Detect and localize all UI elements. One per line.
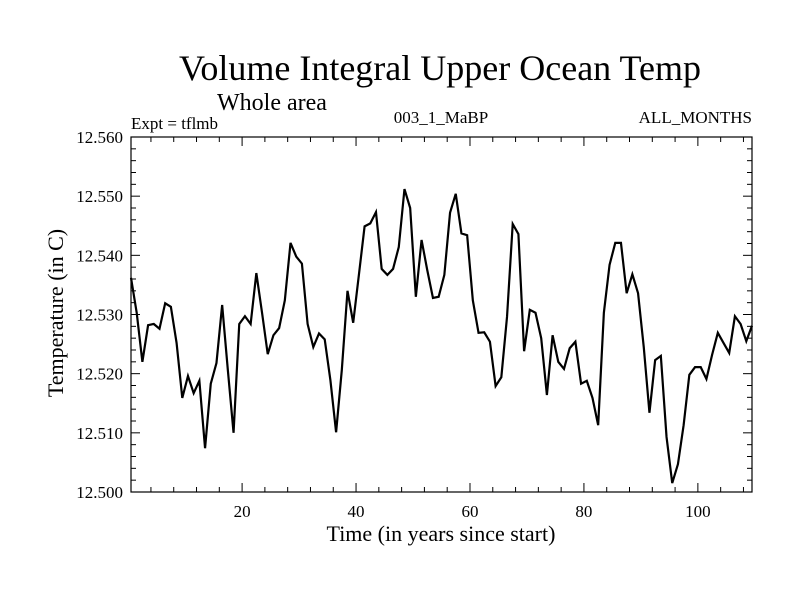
y-tick-label: 12.560: [76, 128, 123, 147]
axis-ticks: [131, 136, 752, 493]
chart-title: Volume Integral Upper Ocean Temp: [179, 48, 701, 88]
y-tick-label: 12.510: [76, 424, 123, 443]
x-tick-label: 20: [234, 502, 251, 521]
run-id-annotation: 003_1_MaBP: [394, 108, 488, 127]
y-axis-label: Temperature (in C): [43, 229, 68, 397]
x-tick-label: 80: [575, 502, 592, 521]
plot-frame: [130, 136, 753, 493]
x-tick-label: 100: [685, 502, 711, 521]
chart-subtitle: Whole area: [217, 90, 327, 116]
x-tick-labels: 20 40 60 80 100: [234, 502, 711, 521]
y-tick-labels: 12.500 12.510 12.520 12.530 12.540 12.550 12.5…: [76, 128, 123, 502]
y-tick-label: 12.540: [76, 246, 123, 265]
y-tick-label: 12.550: [76, 187, 123, 206]
series-line: [129, 188, 754, 484]
months-annotation: ALL_MONTHS: [639, 108, 752, 127]
x-axis-label: Time (in years since start): [327, 521, 556, 546]
y-tick-label: 12.500: [76, 483, 123, 502]
expt-annotation: Expt = tflmb: [131, 114, 218, 133]
y-tick-label: 12.530: [76, 306, 123, 325]
y-tick-label: 12.520: [76, 365, 123, 384]
x-tick-label: 40: [348, 502, 365, 521]
x-tick-label: 60: [461, 502, 478, 521]
